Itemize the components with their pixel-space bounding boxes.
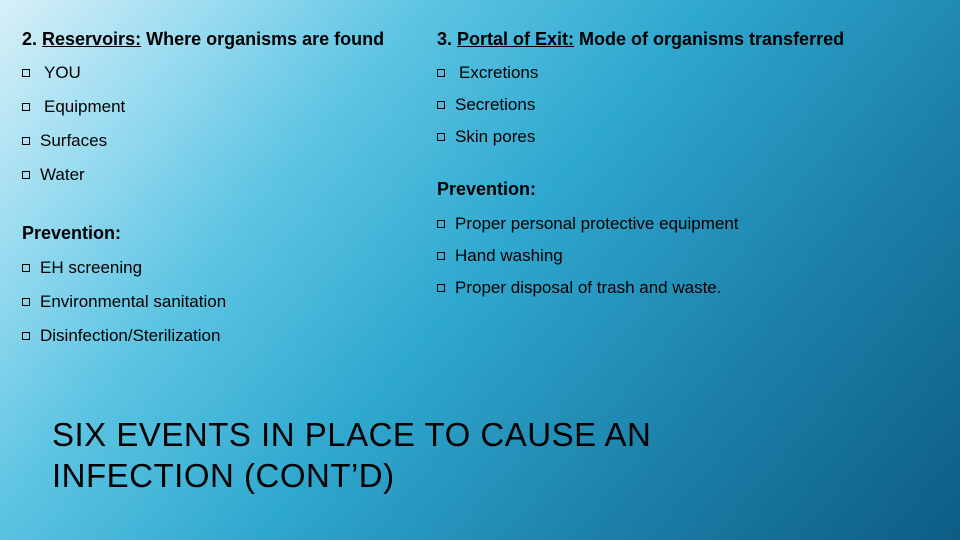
- list-item: Excretions: [437, 63, 930, 83]
- slide-title: SIX EVENTS IN PLACE TO CAUSE AN INFECTIO…: [52, 414, 651, 497]
- square-bullet-icon: [22, 298, 30, 306]
- left-column: 2. Reservoirs: Where organisms are found…: [22, 28, 417, 360]
- item-text: Hand washing: [455, 246, 563, 266]
- heading-number: 2.: [22, 29, 42, 49]
- square-bullet-icon: [22, 171, 30, 179]
- portal-heading: 3. Portal of Exit: Mode of organisms tra…: [437, 28, 930, 51]
- content-columns: 2. Reservoirs: Where organisms are found…: [0, 0, 960, 360]
- right-column: 3. Portal of Exit: Mode of organisms tra…: [437, 28, 930, 360]
- list-item: Disinfection/Sterilization: [22, 326, 417, 346]
- square-bullet-icon: [437, 220, 445, 228]
- list-item: Secretions: [437, 95, 930, 115]
- square-bullet-icon: [22, 137, 30, 145]
- square-bullet-icon: [22, 264, 30, 272]
- item-text: Disinfection/Sterilization: [40, 326, 220, 346]
- square-bullet-icon: [437, 284, 445, 292]
- list-item: Hand washing: [437, 246, 930, 266]
- item-text: Surfaces: [40, 131, 107, 151]
- item-text: EH screening: [40, 258, 142, 278]
- title-line-2: INFECTION (CONT’D): [52, 455, 651, 496]
- item-text: YOU: [44, 63, 81, 83]
- prevention-heading-left: Prevention:: [22, 223, 417, 244]
- square-bullet-icon: [22, 103, 30, 111]
- square-bullet-icon: [22, 69, 30, 77]
- list-item: Skin pores: [437, 127, 930, 147]
- list-item: EH screening: [22, 258, 417, 278]
- square-bullet-icon: [437, 252, 445, 260]
- title-line-1: SIX EVENTS IN PLACE TO CAUSE AN: [52, 414, 651, 455]
- list-item: Proper personal protective equipment: [437, 214, 930, 234]
- square-bullet-icon: [437, 133, 445, 141]
- item-text: Water: [40, 165, 85, 185]
- heading-underlined: Portal of Exit:: [457, 29, 574, 49]
- square-bullet-icon: [437, 101, 445, 109]
- item-text: Proper disposal of trash and waste.: [455, 278, 721, 298]
- prevention-heading-right: Prevention:: [437, 179, 930, 200]
- item-text: Secretions: [455, 95, 535, 115]
- heading-rest: Mode of organisms transferred: [574, 29, 844, 49]
- heading-underlined: Reservoirs:: [42, 29, 141, 49]
- list-item: Equipment: [22, 97, 417, 117]
- square-bullet-icon: [22, 332, 30, 340]
- list-item: Surfaces: [22, 131, 417, 151]
- list-item: Water: [22, 165, 417, 185]
- item-text: Equipment: [44, 97, 125, 117]
- item-text: Skin pores: [455, 127, 535, 147]
- square-bullet-icon: [437, 69, 445, 77]
- item-text: Excretions: [459, 63, 538, 83]
- list-item: Environmental sanitation: [22, 292, 417, 312]
- reservoirs-heading: 2. Reservoirs: Where organisms are found: [22, 28, 417, 51]
- item-text: Environmental sanitation: [40, 292, 226, 312]
- list-item: Proper disposal of trash and waste.: [437, 278, 930, 298]
- heading-rest: Where organisms are found: [141, 29, 384, 49]
- item-text: Proper personal protective equipment: [455, 214, 739, 234]
- heading-number: 3.: [437, 29, 457, 49]
- list-item: YOU: [22, 63, 417, 83]
